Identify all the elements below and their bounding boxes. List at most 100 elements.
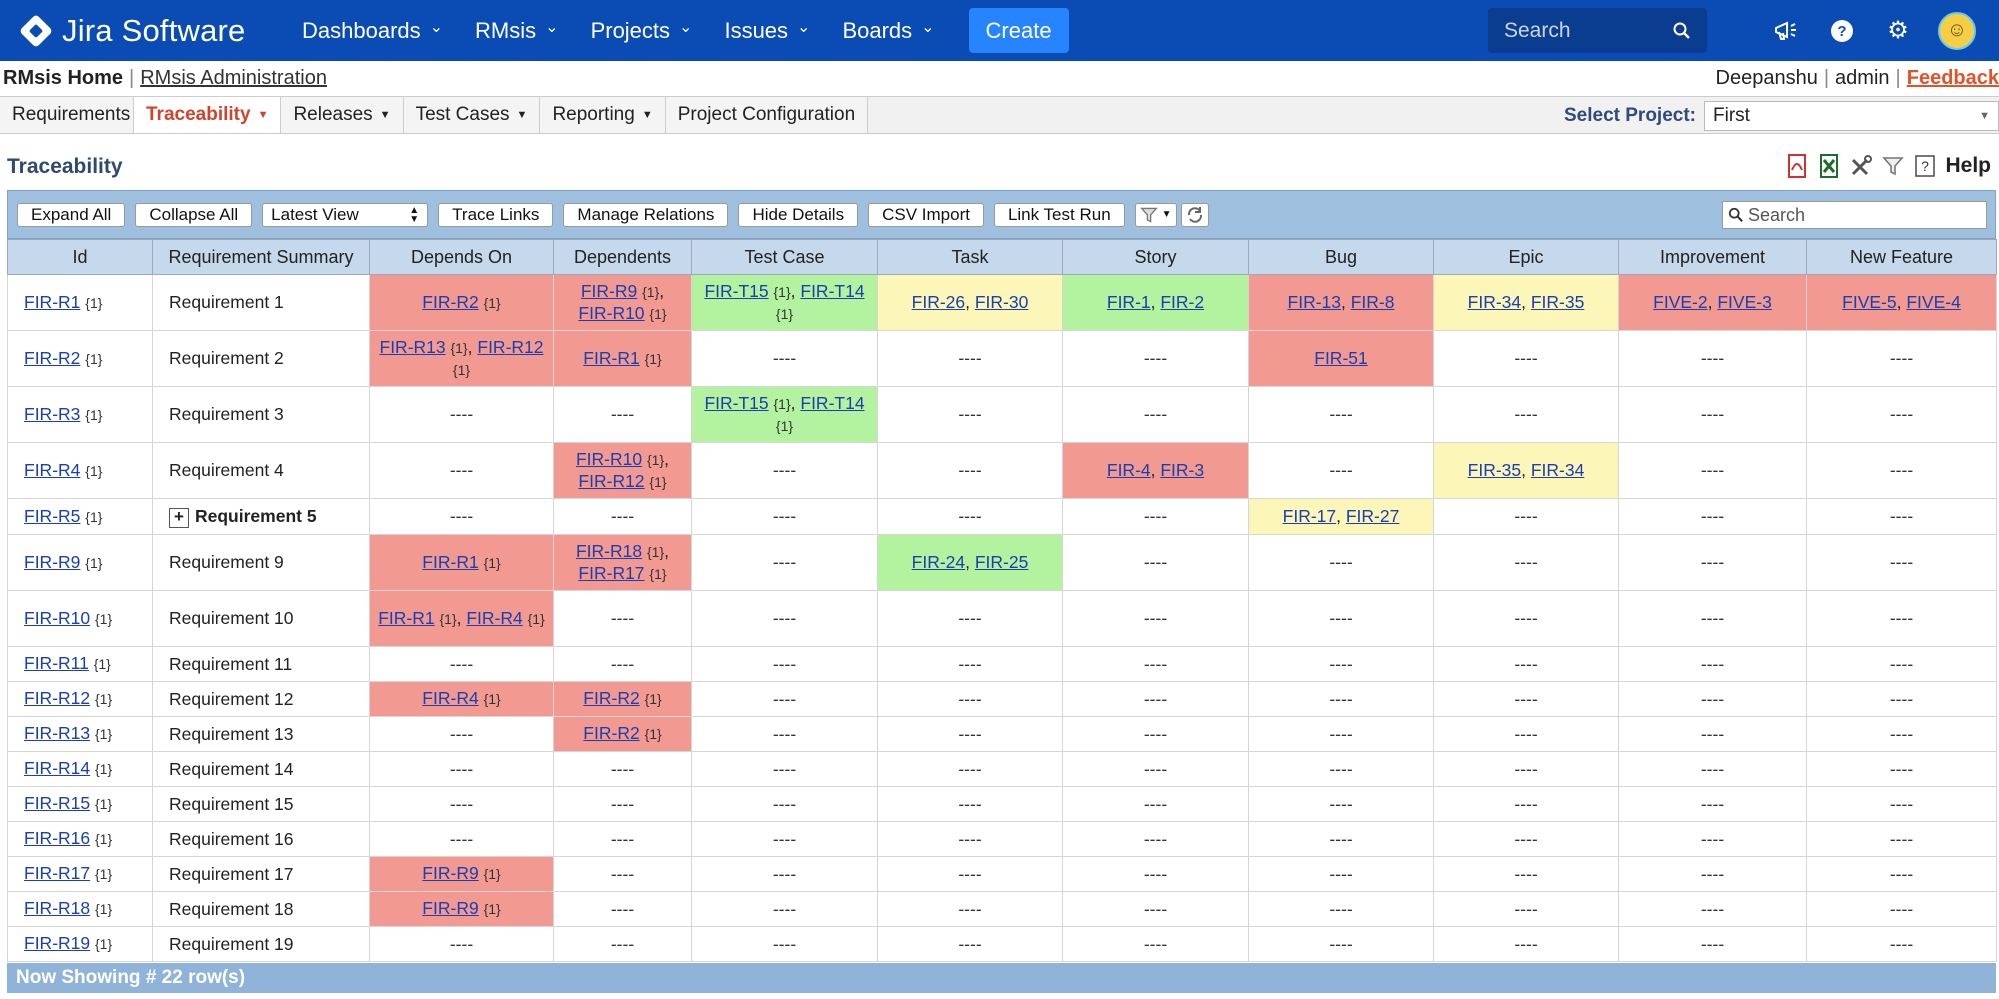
csv-import-button[interactable]: CSV Import — [868, 202, 984, 227]
user-name-link[interactable]: Deepanshu — [1715, 67, 1818, 89]
excel-export-icon[interactable] — [1817, 154, 1841, 178]
issue-link[interactable]: FIR-R13 — [379, 336, 446, 357]
issue-link[interactable]: FIR-R9 — [422, 898, 479, 918]
nav-boards[interactable]: Boards ⌄ — [826, 18, 950, 44]
requirement-id-link[interactable]: FIR-R2 — [24, 347, 81, 368]
requirement-id-link[interactable]: FIR-R12 — [24, 688, 91, 708]
requirement-id-link[interactable]: FIR-R16 — [24, 828, 91, 848]
link-test-run-button[interactable]: Link Test Run — [993, 202, 1125, 227]
requirement-id-link[interactable]: FIR-R10 — [24, 607, 91, 628]
project-select[interactable]: First ▼ — [1704, 101, 1999, 131]
column-header[interactable]: Test Case — [691, 239, 878, 275]
requirement-id-link[interactable]: FIR-R5 — [24, 505, 81, 526]
issue-link[interactable]: FIR-34 — [1467, 292, 1522, 312]
requirement-id-link[interactable]: FIR-R4 — [24, 459, 81, 480]
issue-link[interactable]: FIVE-4 — [1906, 292, 1961, 312]
gear-icon[interactable]: ⚙ — [1887, 17, 1909, 44]
issue-link[interactable]: FIVE-2 — [1653, 292, 1708, 312]
issue-link[interactable]: FIR-51 — [1314, 348, 1368, 368]
issue-link[interactable]: FIR-30 — [974, 292, 1029, 312]
issue-link[interactable]: FIR-R12 — [477, 336, 544, 357]
column-header[interactable]: New Feature — [1806, 239, 1997, 275]
manage-relations-button[interactable]: Manage Relations — [563, 202, 729, 227]
nav-projects[interactable]: Projects ⌄ — [575, 18, 709, 44]
requirement-id-link[interactable]: FIR-R13 — [24, 723, 91, 743]
nav-issues[interactable]: Issues ⌄ — [708, 18, 826, 44]
filter-dropdown-button[interactable]: ▼ — [1134, 202, 1177, 227]
pdf-export-icon[interactable] — [1785, 154, 1809, 178]
issue-link[interactable]: FIR-T15 — [704, 392, 769, 413]
create-button[interactable]: Create — [968, 8, 1069, 53]
expand-icon[interactable]: + — [169, 507, 189, 528]
issue-link[interactable]: FIR-R4 — [466, 607, 523, 628]
menu-item-test-cases[interactable]: Test Cases ▼ — [403, 97, 541, 133]
column-header[interactable]: Requirement Summary — [152, 239, 370, 275]
column-header[interactable]: Dependents — [553, 239, 692, 275]
issue-link[interactable]: FIR-R10 — [578, 302, 645, 323]
nav-rmsis[interactable]: RMsis ⌄ — [459, 18, 575, 44]
column-header[interactable]: Improvement — [1618, 239, 1807, 275]
issue-link[interactable]: FIR-26 — [911, 292, 966, 312]
issue-link[interactable]: FIR-25 — [974, 552, 1029, 572]
rmsis-administration-link[interactable]: RMsis Administration — [140, 67, 327, 89]
menu-item-project-configuration[interactable]: Project Configuration — [665, 97, 869, 133]
issue-link[interactable]: FIR-27 — [1345, 506, 1400, 526]
issue-link[interactable]: FIR-8 — [1350, 292, 1395, 312]
collapse-all-button[interactable]: Collapse All — [135, 202, 253, 227]
issue-link[interactable]: FIR-34 — [1530, 460, 1585, 480]
menu-item-reporting[interactable]: Reporting ▼ — [540, 97, 666, 133]
help-question-icon[interactable]: ? — [1913, 154, 1937, 178]
help-link[interactable]: Help — [1945, 154, 1991, 177]
issue-link[interactable]: FIR-R2 — [583, 688, 640, 708]
issue-link[interactable]: FIR-R17 — [578, 562, 645, 583]
issue-link[interactable]: FIR-R18 — [575, 540, 643, 561]
issue-link[interactable]: FIR-R9 — [580, 280, 638, 301]
requirement-id-link[interactable]: FIR-R15 — [24, 793, 91, 813]
admin-link[interactable]: admin — [1835, 67, 1890, 89]
issue-link[interactable]: FIR-T14 — [800, 280, 865, 301]
menu-item-requirements[interactable]: Requirements — [0, 97, 134, 133]
global-search-input[interactable]: Search — [1488, 8, 1707, 53]
filter-icon[interactable] — [1881, 154, 1905, 178]
issue-link[interactable]: FIR-R12 — [578, 470, 645, 491]
jira-logo[interactable]: Jira Software — [19, 13, 286, 49]
column-header[interactable]: Id — [7, 239, 153, 275]
requirement-id-link[interactable]: FIR-R3 — [24, 403, 81, 424]
issue-link[interactable]: FIR-R1 — [378, 607, 435, 628]
column-header[interactable]: Epic — [1433, 239, 1619, 275]
issue-link[interactable]: FIR-13 — [1287, 292, 1341, 312]
requirement-id-link[interactable]: FIR-R19 — [24, 933, 91, 953]
tools-icon[interactable] — [1849, 154, 1873, 178]
expand-all-button[interactable]: Expand All — [17, 202, 126, 227]
issue-link[interactable]: FIR-R9 — [422, 863, 479, 883]
avatar[interactable]: ☺ — [1938, 11, 1976, 50]
issue-link[interactable]: FIR-R1 — [583, 347, 640, 368]
issue-link[interactable]: FIR-4 — [1106, 460, 1151, 480]
issue-link[interactable]: FIR-R10 — [575, 448, 643, 469]
column-header[interactable]: Bug — [1248, 239, 1434, 275]
nav-dashboards[interactable]: Dashboards ⌄ — [286, 18, 459, 44]
issue-link[interactable]: FIR-T15 — [704, 280, 769, 301]
issue-link[interactable]: FIR-R1 — [422, 551, 479, 572]
rmsis-home-link[interactable]: RMsis Home — [3, 67, 124, 89]
hide-details-button[interactable]: Hide Details — [738, 202, 859, 227]
view-select[interactable]: Latest View ▲ ▼ — [262, 202, 429, 227]
issue-link[interactable]: FIR-35 — [1530, 292, 1585, 312]
issue-link[interactable]: FIVE-3 — [1717, 292, 1772, 312]
issue-link[interactable]: FIVE-5 — [1842, 292, 1897, 312]
issue-link[interactable]: FIR-2 — [1160, 292, 1205, 312]
issue-link[interactable]: FIR-17 — [1282, 506, 1337, 526]
refresh-button[interactable] — [1180, 202, 1209, 227]
issue-link[interactable]: FIR-35 — [1467, 460, 1522, 480]
help-icon[interactable]: ? — [1826, 15, 1858, 47]
issue-link[interactable]: FIR-R4 — [422, 688, 479, 708]
issue-link[interactable]: FIR-1 — [1106, 292, 1151, 312]
issue-link[interactable]: FIR-3 — [1160, 460, 1205, 480]
issue-link[interactable]: FIR-R2 — [583, 723, 640, 743]
requirement-id-link[interactable]: FIR-R18 — [24, 898, 91, 918]
feedback-link[interactable]: Feedback — [1906, 67, 1999, 89]
requirement-id-link[interactable]: FIR-R17 — [24, 863, 91, 883]
issue-link[interactable]: FIR-24 — [911, 552, 966, 572]
megaphone-icon[interactable] — [1770, 15, 1802, 47]
requirement-id-link[interactable]: FIR-R11 — [24, 653, 89, 673]
